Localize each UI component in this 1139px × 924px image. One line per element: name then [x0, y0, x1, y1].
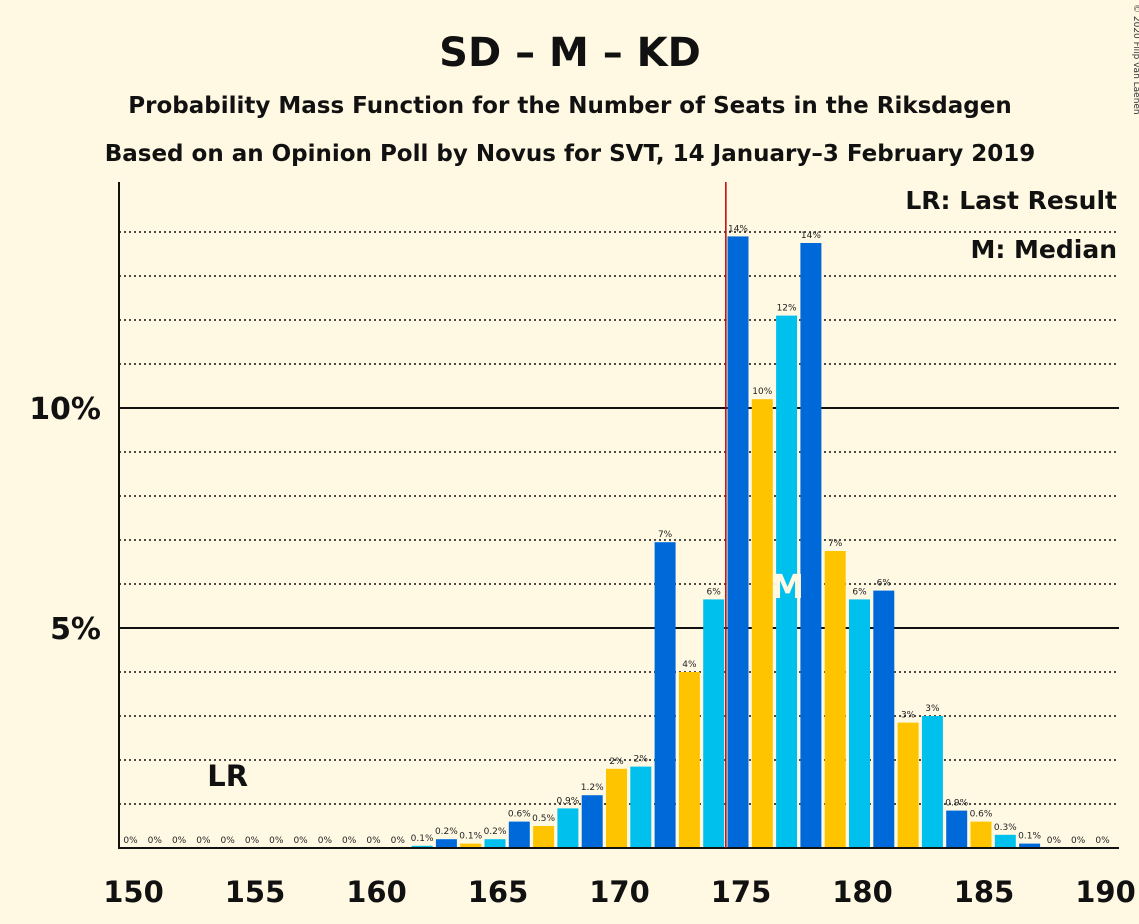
- bar: [849, 599, 870, 848]
- bar-value-label: 0%: [293, 836, 308, 846]
- bar: [946, 810, 968, 848]
- y-tick-label: 5%: [50, 612, 101, 647]
- bar-value-label: 0.6%: [970, 810, 993, 820]
- bar-value-label: 0.1%: [459, 832, 482, 842]
- bar: [1019, 843, 1041, 848]
- bar-value-label: 0.3%: [994, 823, 1017, 833]
- bar-value-label: 0.9%: [556, 796, 579, 806]
- bar-value-label: 0%: [245, 836, 260, 846]
- chart-subtitle: Probability Mass Function for the Number…: [128, 93, 1011, 119]
- bar-value-label: 3%: [901, 711, 916, 721]
- bar-value-label: 0%: [172, 836, 187, 846]
- bar: [557, 808, 579, 848]
- bar: [484, 839, 506, 848]
- x-tick-label: 175: [711, 875, 772, 909]
- x-tick-label: 170: [589, 875, 650, 909]
- bar: [703, 599, 725, 848]
- bar-value-label: 0%: [148, 836, 163, 846]
- bar-value-label: 2%: [609, 757, 624, 767]
- bar-value-label: 0.6%: [508, 810, 531, 820]
- bar-value-label: 10%: [752, 387, 772, 397]
- bar: [460, 843, 482, 848]
- bar-value-label: 0%: [1095, 836, 1110, 846]
- bar-value-label: 0%: [221, 836, 236, 846]
- bar-value-label: 0.2%: [484, 827, 507, 837]
- x-tick-label: 160: [346, 875, 407, 909]
- bar: [533, 826, 555, 848]
- x-axis-ticks: 150 155 160 165 170 175 180 185 190: [103, 875, 1136, 909]
- bar-value-label: 0%: [391, 836, 406, 846]
- bar: [994, 834, 1016, 848]
- bar-value-label: 3%: [925, 704, 940, 714]
- bar-value-label: 6%: [877, 579, 892, 589]
- median-marker: M: [771, 567, 804, 606]
- bar-value-label: 6%: [852, 587, 867, 597]
- x-tick-label: 190: [1075, 875, 1136, 909]
- bar-value-label: 0.2%: [435, 827, 458, 837]
- bar: [606, 768, 627, 848]
- x-tick-label: 185: [954, 875, 1015, 909]
- bar: [411, 845, 433, 848]
- bar: [921, 716, 943, 848]
- bar: [751, 399, 773, 848]
- bar: [654, 542, 676, 848]
- bar: [435, 839, 457, 848]
- last-result-marker: LR: [207, 759, 248, 793]
- bar-value-label: 0%: [1047, 836, 1062, 846]
- bar: [508, 821, 530, 848]
- bar-value-label: 0%: [342, 836, 357, 846]
- bar-value-label: 0.9%: [945, 799, 968, 809]
- y-axis-ticks: 5% 10%: [29, 392, 101, 647]
- bar: [873, 590, 895, 848]
- gridlines: [119, 231, 1119, 805]
- bar: [678, 672, 700, 848]
- chart-title: SD – M – KD: [439, 30, 701, 76]
- chart-subtitle-2: Based on an Opinion Poll by Novus for SV…: [105, 141, 1036, 167]
- bar: [581, 795, 603, 848]
- bar-value-label: 0.5%: [532, 814, 555, 824]
- bar-value-label: 6%: [707, 587, 722, 597]
- bar-value-label: 0.1%: [411, 834, 434, 844]
- bar-value-label: 12%: [777, 304, 797, 314]
- bar-value-label: 14%: [801, 231, 821, 241]
- bar-value-label: 0%: [196, 836, 211, 846]
- bar-value-label: 4%: [682, 660, 697, 670]
- bar-value-label: 0.1%: [1018, 832, 1041, 842]
- bar-value-label: 2%: [634, 755, 649, 765]
- bar-value-label: 0%: [269, 836, 284, 846]
- bar-labels: 0% 0% 0% 0% 0% 0% 0% 0% 0% 0% 0% 0% 0.1%0.2% 0.1% 0.2%…: [123, 224, 1110, 846]
- bar-value-label: 14%: [728, 224, 748, 234]
- bar-value-label: 0%: [123, 836, 138, 846]
- x-tick-label: 150: [103, 875, 164, 909]
- bars: [411, 236, 1041, 849]
- bar: [800, 243, 822, 848]
- legend-median: M: Median: [970, 235, 1117, 264]
- bar: [897, 722, 919, 848]
- x-tick-label: 165: [468, 875, 529, 909]
- legend-last-result: LR: Last Result: [905, 186, 1117, 215]
- bar: [776, 315, 798, 849]
- bar-value-label: 0%: [366, 836, 381, 846]
- copyright-notice: © 2020 Filip van Laenen: [1131, 4, 1139, 115]
- bar-value-label: 7%: [658, 530, 673, 540]
- bar-value-label: 7%: [828, 539, 843, 549]
- bar: [824, 551, 846, 848]
- bar-value-label: 1.2%: [581, 783, 604, 793]
- bar: [970, 821, 992, 848]
- x-tick-label: 155: [225, 875, 286, 909]
- y-tick-label: 10%: [29, 392, 101, 427]
- bar: [630, 766, 652, 848]
- x-tick-label: 180: [832, 875, 893, 909]
- bar: [727, 236, 749, 848]
- bar-value-label: 0%: [318, 836, 333, 846]
- bar-value-label: 0%: [1071, 836, 1086, 846]
